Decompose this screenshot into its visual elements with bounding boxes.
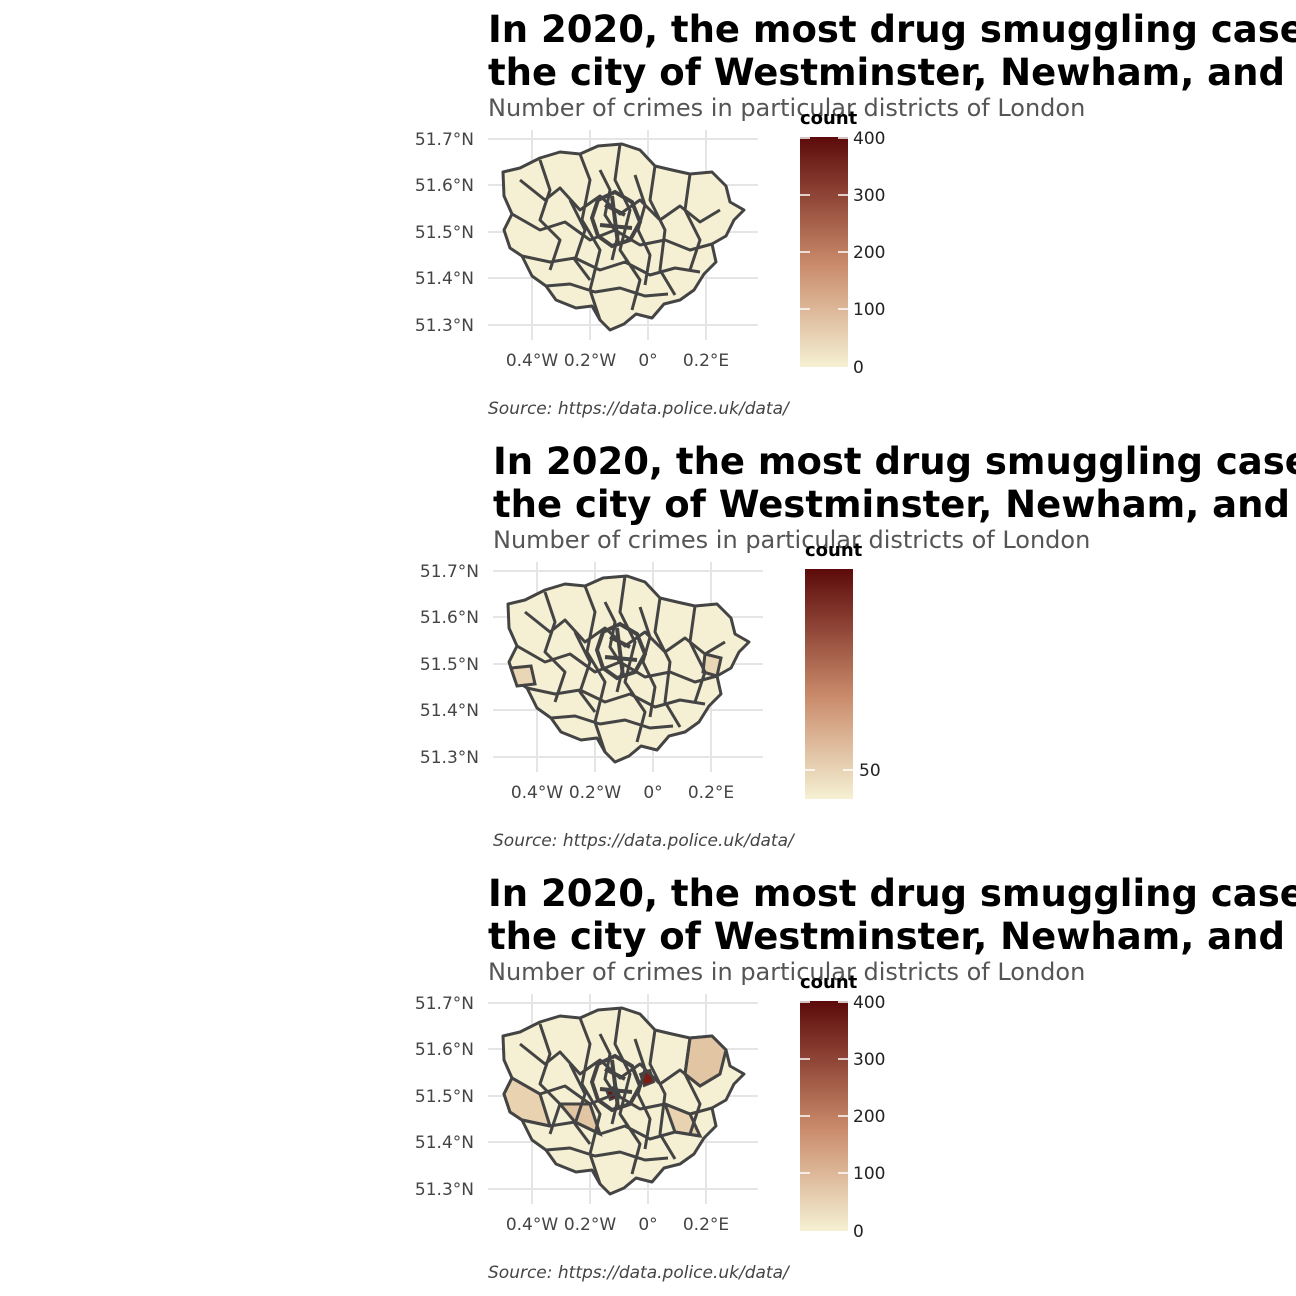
lat-label: 51.7°N (415, 130, 474, 150)
legend-colorbar (805, 569, 853, 799)
lat-axis-labels: 51.7°N 51.6°N 51.5°N 51.4°N 51.3°N (415, 994, 474, 1200)
lat-axis-labels: 51.7°N 51.6°N 51.5°N 51.4°N 51.3°N (415, 130, 474, 336)
lat-label: 51.5°N (420, 655, 479, 675)
shaded-borough (508, 664, 537, 688)
legend-tick: 300 (853, 186, 885, 206)
lat-axis-labels: 51.7°N 51.6°N 51.5°N 51.4°N 51.3°N (420, 562, 479, 768)
lon-label: 0° (638, 1215, 657, 1235)
lat-label: 51.7°N (415, 994, 474, 1014)
lat-label: 51.4°N (415, 269, 474, 289)
lat-label: 51.3°N (420, 748, 479, 768)
legend-title: count (805, 540, 863, 561)
legend-tick: 400 (853, 993, 885, 1013)
lon-label: 0.4°W (511, 783, 564, 803)
legend-tick: 100 (853, 300, 885, 320)
source-caption: Source: https://data.police.uk/data/ (488, 1263, 789, 1283)
legend-tick: 200 (853, 243, 885, 263)
source-caption: Source: https://data.police.uk/data/ (493, 831, 794, 851)
lon-label: 0.4°W (506, 1215, 559, 1235)
chart-subtitle: Number of crimes in particular districts… (488, 94, 1086, 122)
legend-tick: 50 (859, 761, 881, 781)
chart-subtitle: Number of crimes in particular districts… (493, 526, 1091, 554)
map-panel-2: In 2020, the most drug smuggling case th… (0, 432, 1296, 864)
map-panel-3: In 2020, the most drug smuggling case th… (0, 864, 1296, 1296)
legend-tick: 100 (853, 1164, 885, 1184)
legend-title: count (800, 108, 858, 129)
lon-axis-labels: 0.4°W 0.2°W 0° 0.2°E (511, 783, 734, 803)
lon-label: 0.2°W (569, 783, 622, 803)
legend-title: count (800, 972, 858, 993)
london-boroughs (501, 1006, 746, 1196)
lat-label: 51.6°N (415, 176, 474, 196)
lat-label: 51.6°N (415, 1040, 474, 1060)
map-figure: 51.7°N 51.6°N 51.5°N 51.4°N 51.3°N 0.4°W… (415, 972, 886, 1242)
lat-label: 51.6°N (420, 608, 479, 628)
lon-axis-labels: 0.4°W 0.2°W 0° 0.2°E (506, 1215, 729, 1235)
lat-label: 51.5°N (415, 1087, 474, 1107)
lat-label: 51.3°N (415, 1180, 474, 1200)
lon-label: 0.2°E (688, 783, 734, 803)
chart-title: In 2020, the most drug smuggling case th… (493, 440, 1296, 526)
lat-label: 51.7°N (420, 562, 479, 582)
lat-label: 51.3°N (415, 316, 474, 336)
lat-label: 51.5°N (415, 223, 474, 243)
central-boroughs (589, 1053, 643, 1113)
legend-tick: 200 (853, 1107, 885, 1127)
source-caption: Source: https://data.police.uk/data/ (488, 399, 789, 419)
chart-title: In 2020, the most drug smuggling case th… (488, 8, 1296, 94)
legend-tick: 0 (853, 358, 864, 378)
lon-axis-labels: 0.4°W 0.2°W 0° 0.2°E (506, 351, 729, 371)
map-figure: 51.7°N 51.6°N 51.5°N 51.4°N 51.3°N 0.4°W… (415, 108, 886, 378)
map-figure: 51.7°N 51.6°N 51.5°N 51.4°N 51.3°N 0.4°W… (420, 540, 881, 803)
color-legend: count 400 300 200 100 0 (800, 972, 885, 1242)
color-legend: count 400 300 200 100 0 (800, 108, 885, 378)
lon-label: 0.2°W (564, 351, 617, 371)
lon-label: 0.2°E (683, 1215, 729, 1235)
color-legend: count 50 (805, 540, 881, 799)
central-boroughs (589, 189, 643, 249)
lon-label: 0.2°E (683, 351, 729, 371)
london-boroughs (501, 142, 746, 332)
london-boroughs (506, 574, 751, 764)
legend-tick: 300 (853, 1050, 885, 1070)
legend-tick: 0 (853, 1222, 864, 1242)
legend-tick: 400 (853, 129, 885, 149)
lon-label: 0.2°W (564, 1215, 617, 1235)
lon-label: 0.4°W (506, 351, 559, 371)
map-panel-1: In 2020, the most drug smuggling case th… (0, 0, 1296, 432)
chart-title: In 2020, the most drug smuggling case th… (488, 872, 1296, 958)
central-boroughs (594, 621, 648, 681)
lon-label: 0° (638, 351, 657, 371)
lat-label: 51.4°N (415, 1133, 474, 1153)
lat-label: 51.4°N (420, 701, 479, 721)
chart-subtitle: Number of crimes in particular districts… (488, 958, 1086, 986)
lon-label: 0° (643, 783, 662, 803)
